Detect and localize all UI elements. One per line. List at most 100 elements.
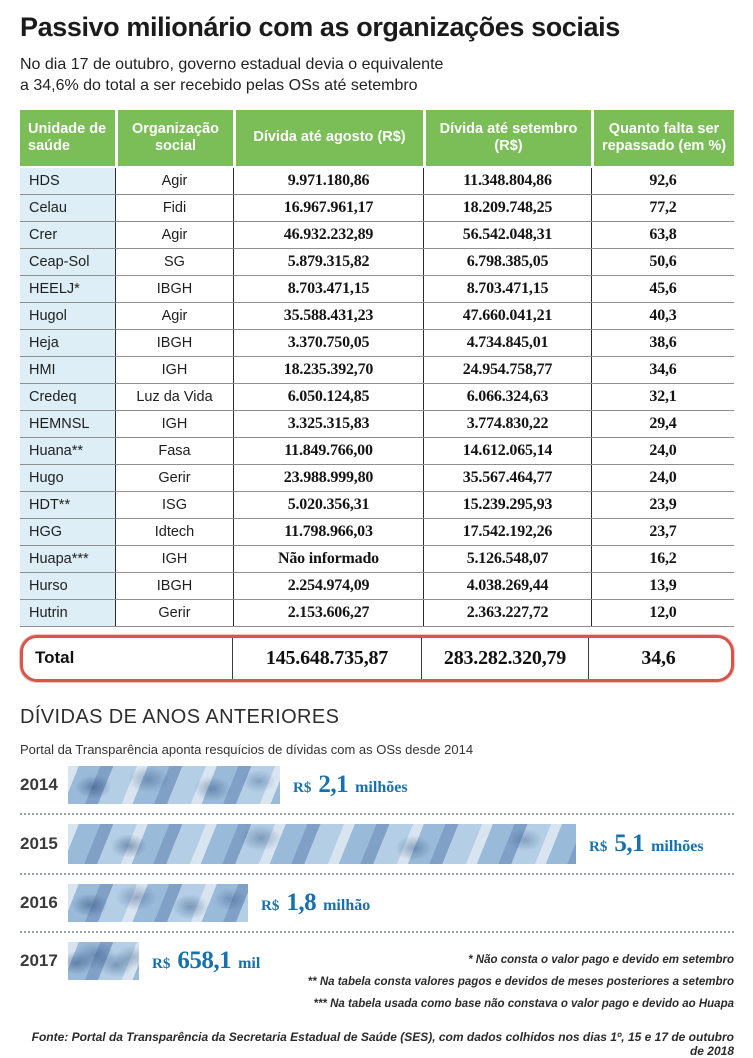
dotted-divider xyxy=(20,812,734,815)
percent-cell: 77,2 xyxy=(591,194,734,221)
organization-cell: Luz da Vida xyxy=(115,383,233,410)
debt-september-cell: 18.209.748,25 xyxy=(423,194,591,221)
organization-cell: Idtech xyxy=(115,518,233,545)
percent-cell: 16,2 xyxy=(591,545,734,572)
health-unit-cell: HEELJ* xyxy=(20,275,115,302)
amount-label: R$ 1,8 milhão xyxy=(261,889,370,917)
debt-september-cell: 24.954.758,77 xyxy=(423,356,591,383)
table-row: HEELJ* IBGH 8.703.471,15 8.703.471,15 45,6 xyxy=(20,275,734,303)
organization-cell: Fasa xyxy=(115,437,233,464)
amount-unit_label: mil xyxy=(238,954,261,972)
total-row: Total 145.648.735,87 283.282.320,79 34,6 xyxy=(20,634,734,682)
percent-cell: 24,0 xyxy=(591,437,734,464)
debt-september-cell: 6.066.324,63 xyxy=(423,383,591,410)
percent-cell: 23,9 xyxy=(591,491,734,518)
amount-amount: 1,8 xyxy=(286,888,317,916)
debt-august-cell: Não informado xyxy=(233,545,423,572)
year-label: 2014 xyxy=(20,774,58,794)
percent-cell: 92,6 xyxy=(591,167,734,194)
amount-amount: 658,1 xyxy=(177,946,232,974)
subtitle-line-1: No dia 17 de outubro, governo estadual d… xyxy=(20,55,444,73)
table-row: Credeq Luz da Vida 6.050.124,85 6.066.324,6… xyxy=(20,383,734,411)
debt-september-cell: 14.612.065,14 xyxy=(423,437,591,464)
dotted-divider xyxy=(20,872,734,875)
organization-cell: IBGH xyxy=(115,572,233,599)
history-row-2014: 2014 R$ 2,1 milhões xyxy=(20,765,734,804)
debt-august-cell: 3.325.315,83 xyxy=(233,410,423,437)
organization-cell: Agir xyxy=(115,302,233,329)
debt-september-cell: 4.734.845,01 xyxy=(423,329,591,356)
year-label: 2015 xyxy=(20,833,58,853)
percent-cell: 40,3 xyxy=(591,302,734,329)
year-label: 2017 xyxy=(20,950,58,970)
total-percent-value: 34,6 xyxy=(588,637,728,679)
table-row: Ceap-Sol SG 5.879.315,82 6.798.385,05 50,6 xyxy=(20,248,734,276)
debt-september-cell: 15.239.295,93 xyxy=(423,491,591,518)
history-row-2015: 2015 R$ 5,1 milhões xyxy=(20,823,734,864)
amount-unit_label: milhão xyxy=(323,896,371,914)
health-unit-cell: Celau xyxy=(20,194,115,221)
health-unit-cell: Huana** xyxy=(20,437,115,464)
banknote-bar-2014 xyxy=(68,765,280,804)
table-row: Hugol Agir 35.588.431,23 47.660.041,21 40,3 xyxy=(20,302,734,330)
amount-label: R$ 658,1 mil xyxy=(152,947,260,975)
table-row: HEMNSL IGH 3.325.315,83 3.774.830,22 29,4 xyxy=(20,410,734,438)
column-header-3: Dívida até setembro (R$) xyxy=(423,109,591,166)
banknote-bar-2016 xyxy=(68,883,248,922)
table-header-row: Unidade de saúde Organização social Dívida… xyxy=(20,109,734,166)
debt-august-cell: 8.703.471,15 xyxy=(233,275,423,302)
organization-cell: Gerir xyxy=(115,464,233,491)
health-unit-cell: HGG xyxy=(20,518,115,545)
amount-amount: 2,1 xyxy=(318,770,349,798)
debt-august-cell: 6.050.124,85 xyxy=(233,383,423,410)
debt-august-cell: 16.967.961,17 xyxy=(233,194,423,221)
debt-august-cell: 2.254.974,09 xyxy=(233,572,423,599)
footnotes: * Não consta o valor pago e devido em se… xyxy=(308,950,734,1016)
table-row: Celau Fidi 16.967.961,17 18.209.748,25 77,2 xyxy=(20,194,734,222)
table-row: Crer Agir 46.932.232,89 56.542.048,31 63,8 xyxy=(20,221,734,249)
percent-cell: 45,6 xyxy=(591,275,734,302)
table-row: HDS Agir 9.971.180,86 11.348.804,86 92,6 xyxy=(20,167,734,195)
health-unit-cell: Heja xyxy=(20,329,115,356)
year-label: 2016 xyxy=(20,892,58,912)
percent-cell: 63,8 xyxy=(591,221,734,248)
amount-unit_label: milhões xyxy=(651,837,704,855)
debt-table: Unidade de saúde Organização social Dívida… xyxy=(20,109,734,627)
table-row: Heja IBGH 3.370.750,05 4.734.845,01 38,6 xyxy=(20,329,734,357)
health-unit-cell: Hugol xyxy=(20,302,115,329)
total-september-value: 283.282.320,79 xyxy=(421,637,588,679)
dotted-divider xyxy=(20,930,734,933)
amount-currency: R$ xyxy=(589,838,608,855)
health-unit-cell: Hutrin xyxy=(20,599,115,626)
debt-august-cell: 5.020.356,31 xyxy=(233,491,423,518)
organization-cell: IBGH xyxy=(115,275,233,302)
health-unit-cell: HDT** xyxy=(20,491,115,518)
percent-cell: 32,1 xyxy=(591,383,734,410)
percent-cell: 29,4 xyxy=(591,410,734,437)
debt-september-cell: 4.038.269,44 xyxy=(423,572,591,599)
table-row: HMI IGH 18.235.392,70 24.954.758,77 34,6 xyxy=(20,356,734,384)
health-unit-cell: Crer xyxy=(20,221,115,248)
debt-august-cell: 11.798.966,03 xyxy=(233,518,423,545)
amount-label: R$ 5,1 milhões xyxy=(589,830,704,858)
debt-august-cell: 35.588.431,23 xyxy=(233,302,423,329)
table-body: HDS Agir 9.971.180,86 11.348.804,86 92,6 Cela… xyxy=(20,167,734,627)
debt-september-cell: 17.542.192,26 xyxy=(423,518,591,545)
footnote-1: * Não consta o valor pago e devido em se… xyxy=(468,953,734,966)
column-header-0: Unidade de saúde xyxy=(20,109,115,166)
organization-cell: Agir xyxy=(115,221,233,248)
health-unit-cell: HMI xyxy=(20,356,115,383)
percent-cell: 34,6 xyxy=(591,356,734,383)
column-header-2: Dívida até agosto (R$) xyxy=(233,109,423,166)
debt-september-cell: 3.774.830,22 xyxy=(423,410,591,437)
percent-cell: 13,9 xyxy=(591,572,734,599)
organization-cell: IGH xyxy=(115,410,233,437)
table-row: Hutrin Gerir 2.153.606,27 2.363.227,72 12,0 xyxy=(20,599,734,627)
health-unit-cell: HEMNSL xyxy=(20,410,115,437)
history-row-2017: 2017 R$ 658,1 mil xyxy=(20,941,734,980)
column-header-4: Quanto falta ser repassado (em %) xyxy=(591,109,734,166)
debt-august-cell: 9.971.180,86 xyxy=(233,167,423,194)
debt-september-cell: 2.363.227,72 xyxy=(423,599,591,626)
organization-cell: IGH xyxy=(115,356,233,383)
table-row: HDT** ISG 5.020.356,31 15.239.295,93 23,9 xyxy=(20,491,734,519)
